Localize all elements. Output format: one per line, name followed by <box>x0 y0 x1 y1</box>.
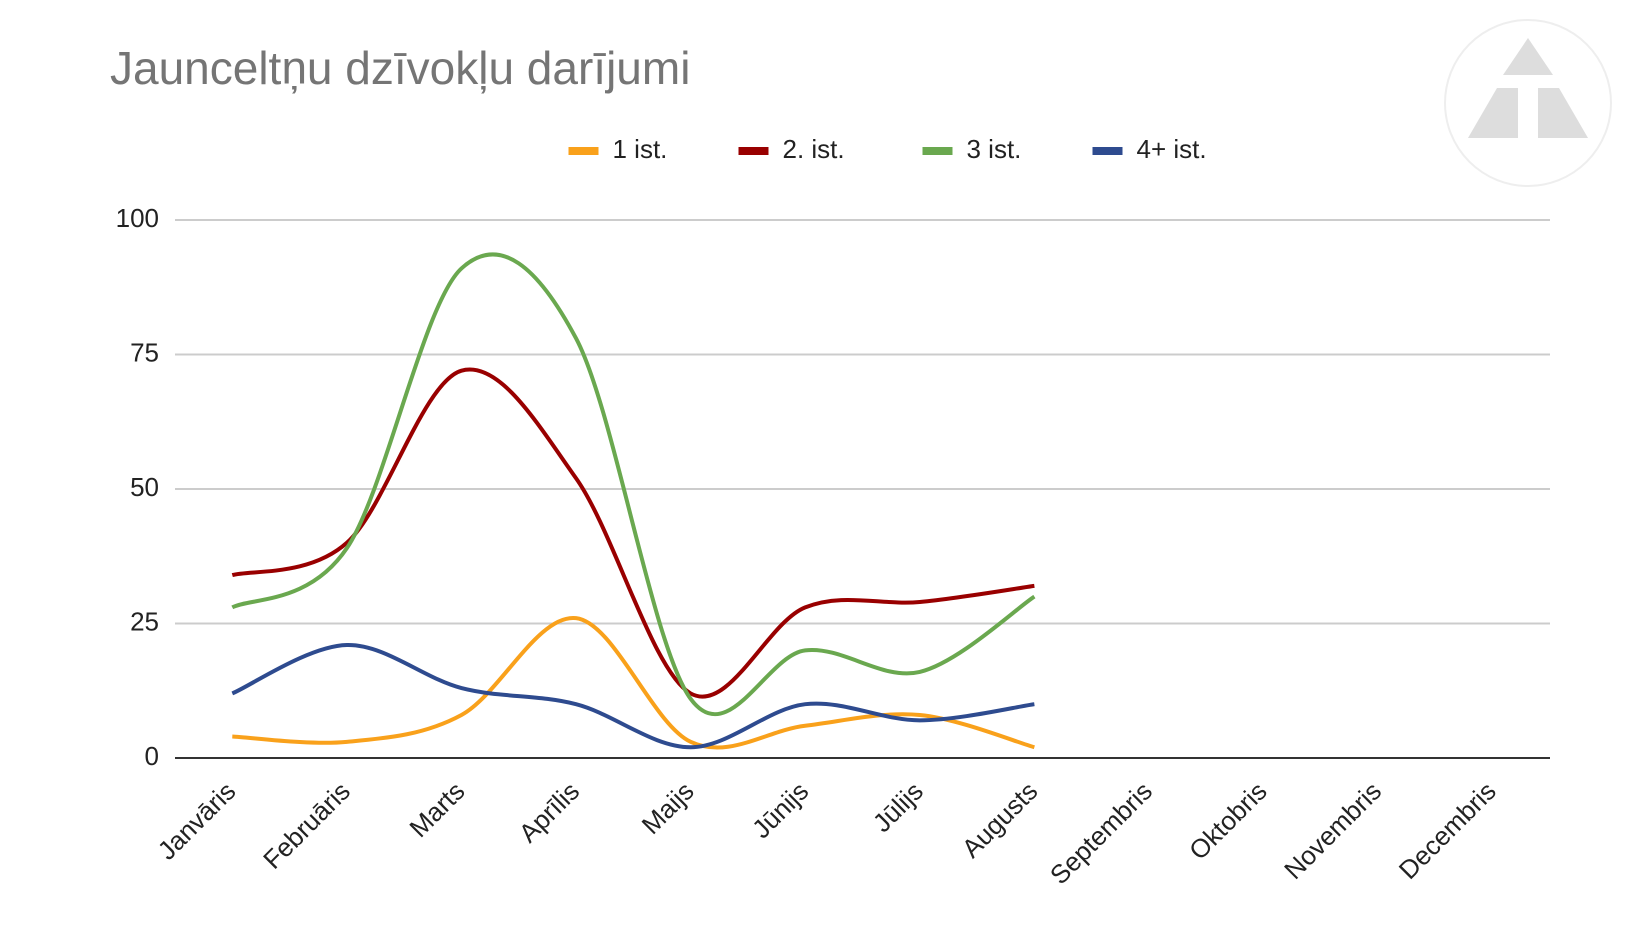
y-tick-label: 0 <box>145 741 159 771</box>
series-line <box>231 252 1036 717</box>
legend-label: 2. ist. <box>783 134 845 164</box>
series-line <box>231 367 1035 699</box>
y-tick-label: 100 <box>116 203 159 233</box>
chart-title: Jaunceltņu dzīvokļu darījumi <box>110 42 690 94</box>
legend-label: 1 ist. <box>613 134 668 164</box>
y-tick-label: 25 <box>130 606 159 636</box>
legend-label: 3 ist. <box>967 134 1022 164</box>
y-tick-label: 50 <box>130 472 159 502</box>
y-tick-label: 75 <box>130 337 159 367</box>
series-line <box>232 616 1035 750</box>
legend-label: 4+ ist. <box>1137 134 1207 164</box>
series-line <box>231 643 1035 750</box>
logo <box>1444 19 1612 187</box>
